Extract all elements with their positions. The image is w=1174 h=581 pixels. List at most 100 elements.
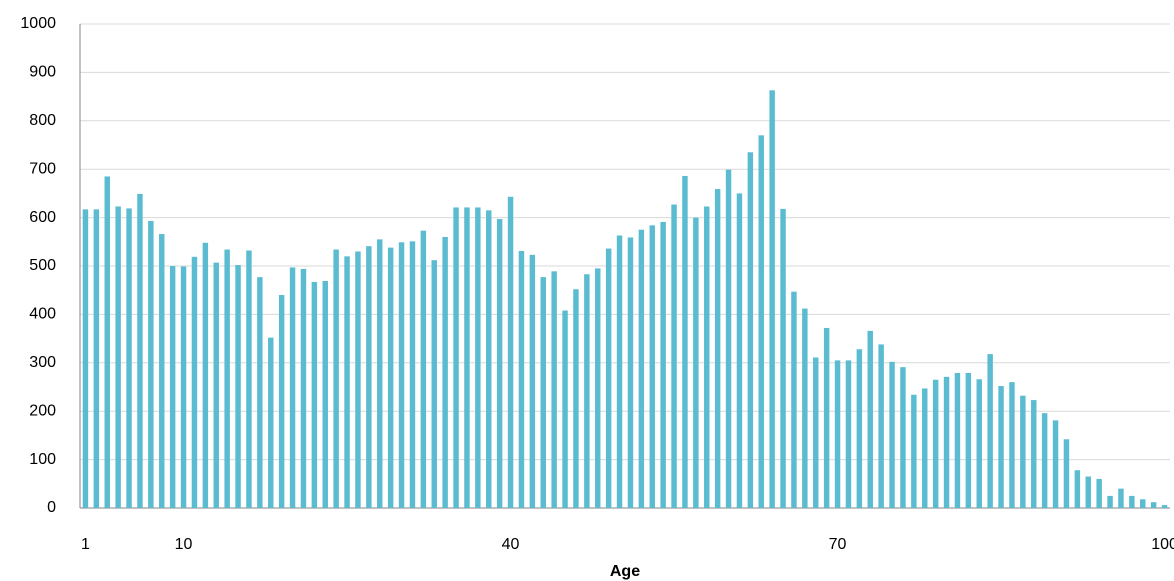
- bar: [1041, 413, 1048, 508]
- bar: [1031, 400, 1037, 508]
- bar: [1009, 382, 1015, 508]
- bar: [922, 388, 928, 508]
- bar: [878, 344, 884, 508]
- bar: [202, 242, 209, 508]
- bar: [169, 266, 176, 508]
- bar: [943, 376, 950, 508]
- bar: [420, 230, 427, 508]
- y-tick-label: 100: [29, 451, 56, 468]
- bar: [954, 372, 961, 508]
- bar: [115, 206, 121, 508]
- bar: [1107, 495, 1113, 508]
- bar: [453, 207, 459, 508]
- bar: [671, 204, 677, 509]
- bar: [1129, 495, 1135, 508]
- bar: [595, 268, 601, 508]
- bar: [126, 208, 132, 509]
- y-tick-label: 0: [47, 499, 56, 516]
- y-tick-label: 200: [29, 402, 56, 419]
- bar: [682, 175, 688, 508]
- bar: [845, 360, 852, 508]
- y-tick-label: 400: [29, 306, 56, 323]
- bar: [791, 291, 797, 508]
- bar: [366, 246, 372, 508]
- y-tick-label: 600: [29, 209, 56, 226]
- bar: [322, 281, 328, 508]
- bar: [867, 330, 873, 508]
- bar: [518, 250, 525, 508]
- bar: [573, 289, 579, 508]
- bar: [965, 372, 972, 508]
- bar: [464, 207, 470, 508]
- bar: [529, 254, 536, 508]
- bar: [758, 135, 764, 508]
- bar: [616, 235, 623, 508]
- bar: [627, 237, 634, 508]
- bar: [180, 266, 187, 508]
- y-tick-label: 900: [29, 64, 56, 81]
- bar: [976, 379, 982, 508]
- bar: [584, 274, 590, 508]
- bar: [856, 349, 863, 508]
- bar: [823, 327, 830, 508]
- bar: [638, 229, 645, 508]
- bar: [704, 206, 710, 508]
- bar: [736, 193, 743, 508]
- bar: [725, 169, 732, 508]
- bar: [82, 209, 89, 508]
- bar: [300, 268, 307, 508]
- bar: [93, 209, 100, 508]
- bar: [551, 271, 557, 508]
- bar: [159, 234, 165, 508]
- bar: [660, 221, 666, 508]
- bar: [693, 217, 699, 508]
- bar: [1140, 499, 1146, 508]
- bar: [246, 250, 252, 508]
- bar: [747, 152, 754, 508]
- bar: [486, 210, 492, 508]
- bar: [257, 277, 263, 508]
- bar: [148, 220, 154, 508]
- bar: [289, 267, 296, 508]
- bar: [998, 386, 1004, 508]
- bar: [834, 360, 841, 508]
- bar: [235, 265, 241, 508]
- bar: [540, 277, 546, 508]
- bar: [1085, 476, 1091, 508]
- bar: [278, 295, 285, 508]
- bar: [224, 249, 230, 508]
- bar: [355, 251, 361, 509]
- bar: [268, 337, 274, 508]
- bar: [1150, 502, 1157, 508]
- bar: [780, 208, 786, 508]
- bar: [377, 239, 383, 508]
- bar: [889, 361, 895, 508]
- bar: [442, 236, 448, 508]
- bar: [1063, 439, 1070, 508]
- bar: [333, 249, 339, 508]
- bar: [398, 242, 405, 508]
- bar: [387, 247, 394, 508]
- bar: [311, 281, 318, 508]
- bar: [475, 207, 481, 508]
- bar: [344, 256, 350, 508]
- bar: [496, 219, 503, 508]
- y-tick-label: 800: [29, 112, 56, 129]
- y-tick-label: 700: [29, 160, 56, 177]
- bar: [605, 248, 612, 509]
- x-tick-label: 70: [829, 536, 847, 553]
- bar: [714, 189, 721, 508]
- bar: [137, 193, 143, 508]
- bar: [802, 308, 808, 508]
- bar: [900, 367, 906, 508]
- bar: [649, 225, 655, 508]
- bar: [213, 262, 219, 508]
- x-tick-label: 10: [175, 536, 193, 553]
- x-tick-label: 40: [502, 536, 520, 553]
- bar: [987, 354, 993, 508]
- bar: [911, 394, 917, 508]
- bar: [1074, 470, 1081, 508]
- x-tick-label: 100: [1151, 536, 1174, 553]
- y-tick-label: 1000: [20, 15, 56, 32]
- y-tick-label: 500: [29, 257, 56, 274]
